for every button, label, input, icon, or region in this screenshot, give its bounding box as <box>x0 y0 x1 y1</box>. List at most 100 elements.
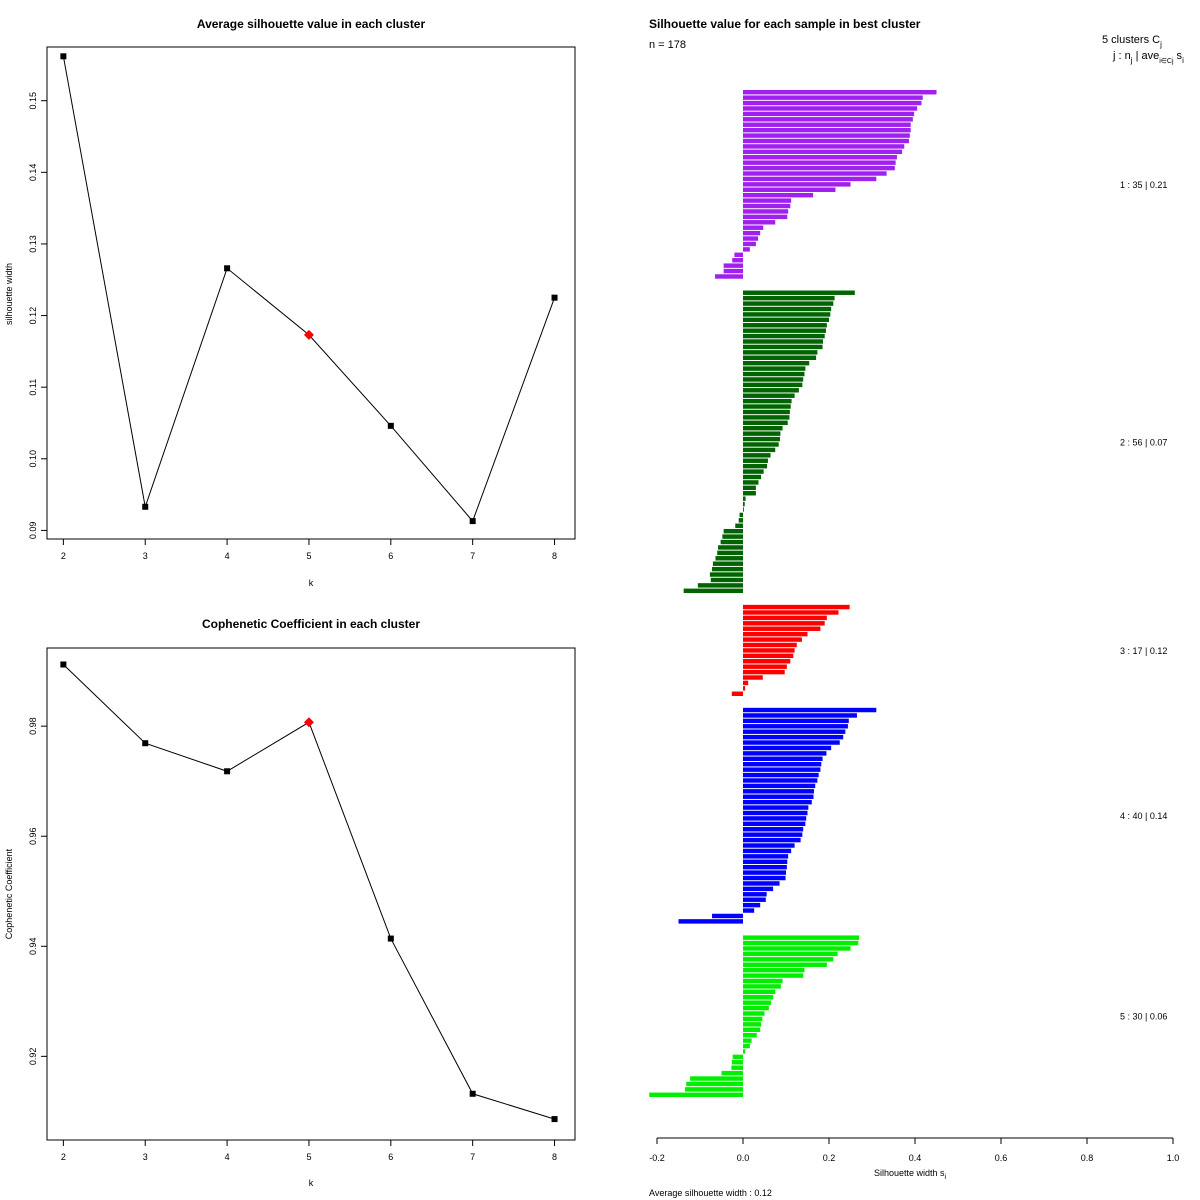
silhouette-bar-chart: Silhouette value for each sample in best… <box>649 17 1184 1198</box>
silhouette-bar <box>743 686 746 691</box>
y-tick-label: 0.10 <box>28 450 38 468</box>
silhouette-bar <box>743 713 857 718</box>
cluster-label: 2 : 56 | 0.07 <box>1120 437 1167 447</box>
silhouette-bar <box>743 426 783 431</box>
data-point <box>387 935 394 942</box>
silhouette-bar <box>743 106 918 111</box>
silhouette-bar <box>743 501 745 507</box>
silhouette-bar <box>743 198 792 203</box>
silhouette-bar <box>743 1032 757 1038</box>
x-tick-label: 0.2 <box>823 1153 836 1163</box>
x-tick-label: 5 <box>306 551 311 561</box>
silhouette-bar <box>743 192 814 198</box>
data-point <box>60 661 67 668</box>
silhouette-bar <box>743 729 846 734</box>
silhouette-bar <box>712 566 743 572</box>
silhouette-bar <box>739 512 743 518</box>
highlight-point <box>303 329 314 340</box>
silhouette-bar <box>743 604 850 610</box>
silhouette-bar <box>678 919 743 924</box>
silhouette-bar <box>743 886 774 892</box>
x-tick-label: 4 <box>225 551 230 561</box>
silhouette-bar <box>712 913 743 919</box>
silhouette-bar <box>743 149 903 155</box>
average-silhouette-footer: Average silhouette width : 0.12 <box>649 1188 772 1198</box>
silhouette-bar <box>743 350 818 355</box>
silhouette-bar <box>743 946 851 951</box>
silhouette-bar <box>743 745 832 751</box>
silhouette-bar <box>743 1022 762 1027</box>
silhouette-bar <box>743 1016 763 1022</box>
y-tick-label: 0.13 <box>28 235 38 253</box>
silhouette-bar <box>743 637 802 642</box>
cluster-label: 5 : 30 | 0.06 <box>1120 1012 1167 1022</box>
silhouette-bar <box>743 783 816 789</box>
silhouette-bar <box>743 995 774 1000</box>
silhouette-bar <box>743 973 804 978</box>
y-tick-label: 0.15 <box>28 92 38 110</box>
silhouette-bar <box>743 111 915 117</box>
silhouette-bar <box>722 534 743 539</box>
silhouette-bar <box>743 1000 771 1005</box>
silhouette-bar <box>743 610 839 615</box>
data-point <box>224 265 231 272</box>
silhouette-bar <box>743 220 776 225</box>
silhouette-bar <box>743 247 750 252</box>
silhouette-bar <box>743 176 877 182</box>
silhouette-bar <box>738 518 743 523</box>
data-point <box>142 503 149 510</box>
silhouette-bar <box>743 881 780 886</box>
silhouette-bar <box>683 588 743 594</box>
silhouette-bar <box>743 859 788 864</box>
silhouette-bar <box>743 908 755 913</box>
silhouette-bar <box>743 675 763 680</box>
chart1-x-axis-label: k <box>309 578 314 588</box>
silhouette-bar <box>717 550 743 556</box>
silhouette-bar <box>731 691 743 696</box>
silhouette-bar <box>743 474 762 480</box>
silhouette-bar <box>743 756 823 762</box>
silhouette-bar <box>743 805 809 810</box>
silhouette-bar <box>743 360 810 366</box>
silhouette-bar <box>743 241 756 247</box>
silhouette-bar <box>743 832 803 837</box>
silhouette-bar <box>743 420 788 426</box>
silhouette-bar <box>743 366 806 371</box>
silhouette-bar <box>743 827 804 832</box>
silhouette-bar <box>743 355 817 360</box>
silhouette-bar <box>743 767 821 772</box>
x-tick-label: 1.0 <box>1167 1153 1180 1163</box>
silhouette-bar <box>743 1043 750 1049</box>
silhouette-bar <box>743 463 768 469</box>
cluster-header-line2: j : nj | avei∈Cj si <box>1112 50 1184 65</box>
silhouette-bar <box>743 442 779 447</box>
silhouette-bar <box>743 1005 769 1011</box>
silhouette-bar <box>743 496 746 501</box>
silhouette-bar <box>721 1070 743 1076</box>
x-tick-label: 0.0 <box>737 1153 750 1163</box>
silhouette-bar <box>743 707 877 713</box>
x-tick-label: 0.6 <box>995 1153 1008 1163</box>
cluster-label: 4 : 40 | 0.14 <box>1120 811 1167 821</box>
silhouette-bar <box>723 268 743 274</box>
silhouette-bar <box>731 1060 743 1065</box>
silhouette-bar <box>743 799 812 805</box>
silhouette-bar <box>697 583 743 588</box>
silhouette-bar <box>743 1027 761 1032</box>
silhouette-bar <box>743 984 781 989</box>
silhouette-bar <box>743 203 791 209</box>
silhouette-bar <box>743 621 825 626</box>
silhouette-bar <box>743 810 808 816</box>
silhouette-bar <box>743 951 838 957</box>
silhouette-bar <box>743 388 799 393</box>
silhouette-bar <box>743 854 789 859</box>
silhouette-bar <box>743 648 795 653</box>
silhouette-bar <box>743 631 808 637</box>
y-tick-label: 0.94 <box>28 938 38 956</box>
silhouette-bar <box>743 837 801 843</box>
silhouette-bar <box>743 935 860 940</box>
silhouette-bar <box>720 539 743 545</box>
data-point <box>551 1116 558 1123</box>
silhouette-bar <box>743 762 822 767</box>
